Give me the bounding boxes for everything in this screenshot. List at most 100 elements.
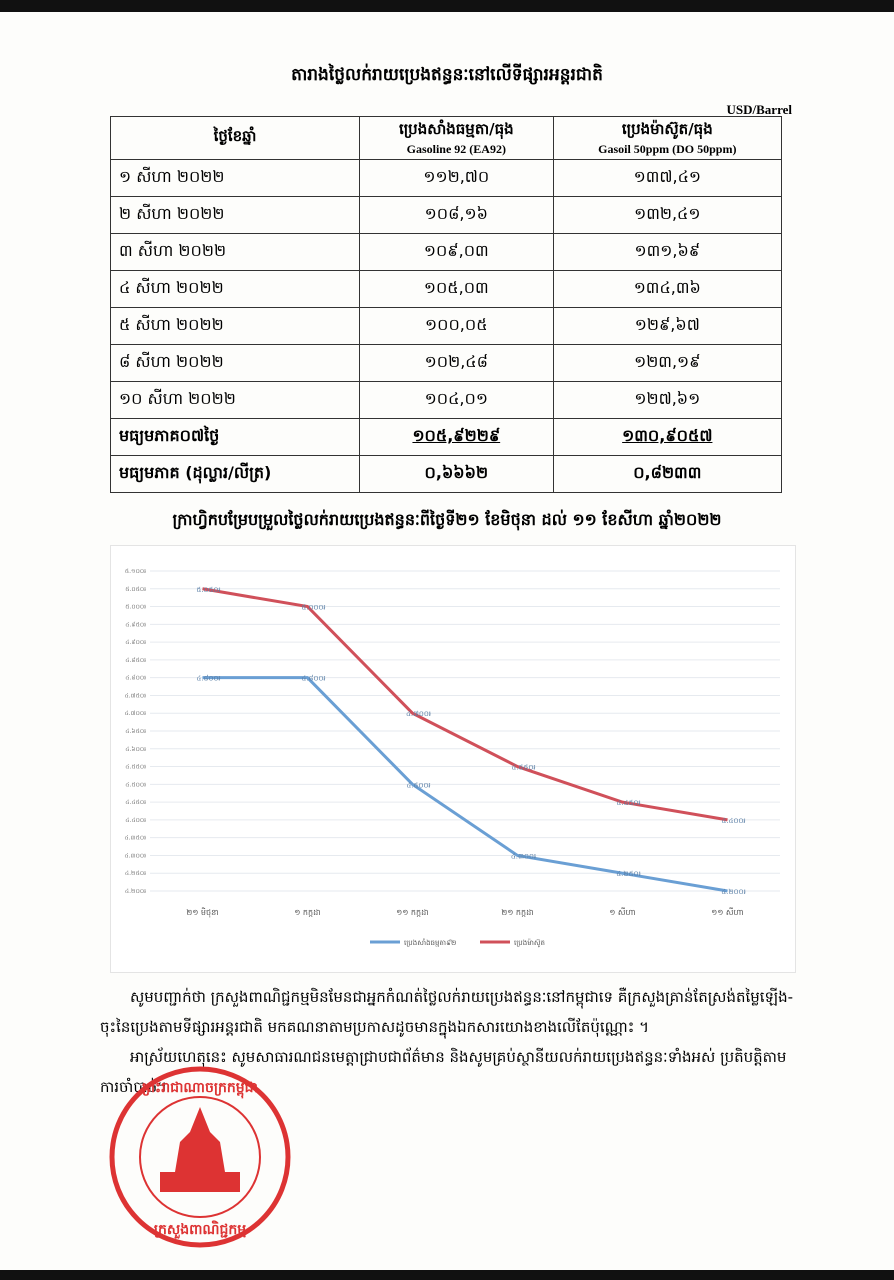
y-tick-label: ៤.៥០០៛ <box>125 781 146 788</box>
chart-title: ក្រាហ្វិកបម្រែបម្រួលថ្លៃលក់រាយប្រេងឥន្ធន… <box>172 510 722 529</box>
price-table: ថ្ងៃខែឆ្នាំ ប្រេងសាំងធម្មតា/ធុង Gasoline 9… <box>110 116 783 493</box>
y-tick-label: ៥.០៥០៛ <box>125 586 146 593</box>
y-tick-label: ៤.៨០០៛ <box>125 675 146 682</box>
y-tick-label: ៤.២០០៛ <box>125 888 146 895</box>
header-subtext: Gasoline 92 (EA92) <box>406 141 506 156</box>
note: សូមបញ្ជាក់ថា ក្រសួងពាណិជ្ជកម្មមិនមែនជាអ្… <box>100 988 794 1036</box>
data-label: ៤.២០០៛ <box>721 888 746 896</box>
x-tick-label: ១ កក្កដា <box>294 908 320 917</box>
data-label: ៤.៥៥០៛ <box>511 764 535 772</box>
document-page: តារាងថ្លៃលក់រាយប្រេងឥន្ធនៈនៅលើទីផ្សារអន្… <box>0 12 894 1270</box>
table-cell: ១៣៧,៤១ <box>552 159 783 197</box>
x-tick-label: ២១ មិថុនា <box>186 907 218 918</box>
unit: USD/Barrel <box>726 102 792 117</box>
header-text: ប្រេងសាំងធម្មតា/ធុង <box>398 119 514 138</box>
header-text: ប្រេងម៉ាស៊ូត/ធុង <box>621 119 713 138</box>
table-cell: ១០ សីហា ២០២២ <box>110 381 360 419</box>
table-row: មធ្យមភាគ (ដុល្លារ/លីត្រ) ០,៦៦៦២ ០,៨២៣៣ <box>110 455 783 493</box>
header-text: ថ្ងៃខែឆ្នាំ <box>213 127 257 145</box>
table-row: ៥ សីហា ២០២២ ១០០,០៥ ១២៩,៦៧ <box>110 307 783 345</box>
data-label: ៤.៥០០៛ <box>406 781 430 789</box>
series-line <box>202 676 728 893</box>
table-row: ៨ សីហា ២០២២ ១០២,៤៨ ១២៣,១៩ <box>110 344 783 382</box>
stamp-inner <box>139 1096 261 1218</box>
title: តារាងថ្លៃលក់រាយប្រេងឥន្ធនៈនៅលើទីផ្សារអន្… <box>291 65 603 85</box>
y-tick-label: ៤.៩៥០៛ <box>125 621 146 628</box>
table-cell: ១១២,៧០ <box>359 159 554 197</box>
y-tick-label: ៤.៣០០៛ <box>124 852 146 859</box>
header-subtext: Gasoil 50ppm (DO 50ppm) <box>598 141 737 156</box>
table-cell: ១០០,០៥ <box>359 307 554 345</box>
data-label: ៤.៨០០៛ <box>301 675 325 683</box>
y-tick-label: ៤.៤៥០៛ <box>125 799 146 806</box>
data-label: ៤.៣០០៛ <box>511 852 536 860</box>
y-tick-label: ៤.៥៥០៛ <box>125 764 146 771</box>
table-cell: ០,៦៦៦២ <box>359 455 554 493</box>
table-cell: ៨ សីហា ២០២២ <box>110 344 360 382</box>
data-label: ៤.៤០០៛ <box>721 817 745 825</box>
x-tick-label: ១១ សីហា <box>711 907 743 917</box>
table-row: ១ សីហា ២០២២ ១១២,៧០ ១៣៧,៤១ <box>110 159 783 197</box>
chart: ៤.២០០៛ ៤.២៥០៛ ៤.៣០០៛ ៤.៣៥០៛ ៤.៤០០៛ ៤.៤៥០៛ ៤.៥០… <box>110 545 796 973</box>
series-line <box>202 587 728 822</box>
table-cell: ១០៥,០៣ <box>359 270 554 308</box>
chart-frame <box>110 545 796 973</box>
y-tick-label: ៤.៨៥០៛ <box>125 657 146 664</box>
header-row: ថ្ងៃខែឆ្នាំ ប្រេងសាំងធម្មតា/ធុង Gasoline 9… <box>110 116 783 160</box>
data-label: ៤.៤៥០៛ <box>616 799 640 807</box>
table-row: ៣ សីហា ២០២២ ១០៩,០៣ ១៣១,៦៩ <box>110 233 783 271</box>
y-tick-label: ៤.៩០០៛ <box>125 639 146 646</box>
table-cell: ១ សីហា ២០២២ <box>110 159 360 197</box>
header-cell: ប្រេងម៉ាស៊ូត/ធុង Gasoil 50ppm (DO 50ppm) <box>552 116 783 160</box>
table-cell: ១៣១,៦៩ <box>552 233 783 271</box>
table-cell: ១០៨,១៦ <box>359 196 554 234</box>
table-row: ៤ សីហា ២០២២ ១០៥,០៣ ១៣៤,៣៦ <box>110 270 783 308</box>
table-cell: ៤ សីហា ២០២២ <box>110 270 360 308</box>
table-cell: ១០៥,៩២២៩ <box>359 418 554 456</box>
table-cell: ១៣០,៩០៥៧ <box>552 418 783 456</box>
table-cell: ១៣៤,៣៦ <box>552 270 783 308</box>
legend-label: ប្រេងសាំងធម្មតា៩២ <box>404 938 456 947</box>
x-tick-label: ១ សីហា <box>609 907 635 917</box>
table-cell: ១២៣,១៩ <box>552 344 783 382</box>
y-tick-label: ៤.៧៥០៛ <box>125 692 147 699</box>
y-tick-label: ៤.៦៥០៛ <box>125 728 146 735</box>
y-tick-label: ៥.០០០៛ <box>125 604 146 611</box>
y-tick-label: ៥.១០០៛ <box>125 568 146 575</box>
table-cell: ៣ សីហា ២០២២ <box>110 233 360 271</box>
stamp: ព្រះរាជាណាចក្រកម្ពុជា ក្រសួងពាណិជ្ជកម្ម <box>109 1066 291 1248</box>
x-tick-label: ១១ កក្កដា <box>396 908 428 917</box>
table-cell: ១០៩,០៣ <box>359 233 554 271</box>
y-tick-label: ៤.២៥០៛ <box>125 870 146 877</box>
data-label: ៥.០០០៛ <box>301 604 325 612</box>
table-cell: មធ្យមភាគ០៧ថ្ងៃ <box>110 418 360 456</box>
data-label: ៤.៨០០៛ <box>196 675 220 683</box>
table-cell: ១០៤,០១ <box>359 381 554 419</box>
x-tick-label: ២១ កក្កដា <box>501 908 533 917</box>
table-row: ២ សីហា ២០២២ ១០៨,១៦ ១៣២,៤១ <box>110 196 783 234</box>
table-cell: ១០២,៤៨ <box>359 344 554 382</box>
header-cell: ប្រេងសាំងធម្មតា/ធុង Gasoline 92 (EA92) <box>359 116 554 160</box>
table-cell: ១៣២,៤១ <box>552 196 783 234</box>
table-cell: ០,៨២៣៣ <box>552 455 783 493</box>
y-tick-label: ៤.៧០០៛ <box>125 710 147 717</box>
table-cell: ១២៩,៦៧ <box>552 307 783 345</box>
data-label: ៤.៧០០៛ <box>406 710 431 718</box>
table-cell: ៥ សីហា ២០២២ <box>110 307 360 345</box>
table-cell: មធ្យមភាគ (ដុល្លារ/លីត្រ) <box>110 455 360 493</box>
legend-label: ប្រេងម៉ាស៊ូត <box>514 938 545 948</box>
stamp-temple <box>160 1107 240 1192</box>
header-cell: ថ្ងៃខែឆ្នាំ <box>110 116 360 160</box>
table-row: មធ្យមភាគ០៧ថ្ងៃ ១០៥,៩២២៩ ១៣០,៩០៥៧ <box>110 418 783 456</box>
stamp-ring <box>109 1066 291 1248</box>
y-tick-label: ៤.៣៥០៛ <box>124 835 146 842</box>
data-label: ៤.២៥០៛ <box>616 870 641 878</box>
stamp-text: ព្រះរាជាណាចក្រកម្ពុជា <box>142 1080 258 1099</box>
y-tick-label: ៤.៤០០៛ <box>125 817 146 824</box>
y-tick-label: ៤.៦០០៛ <box>125 746 146 753</box>
table-cell: ២ សីហា ២០២២ <box>110 196 360 234</box>
data-label: ៥.០៥០៛ <box>196 586 220 594</box>
table-cell: ១២៧,៦១ <box>552 381 783 419</box>
table-row: ១០ សីហា ២០២២ ១០៤,០១ ១២៧,៦១ <box>110 381 783 419</box>
